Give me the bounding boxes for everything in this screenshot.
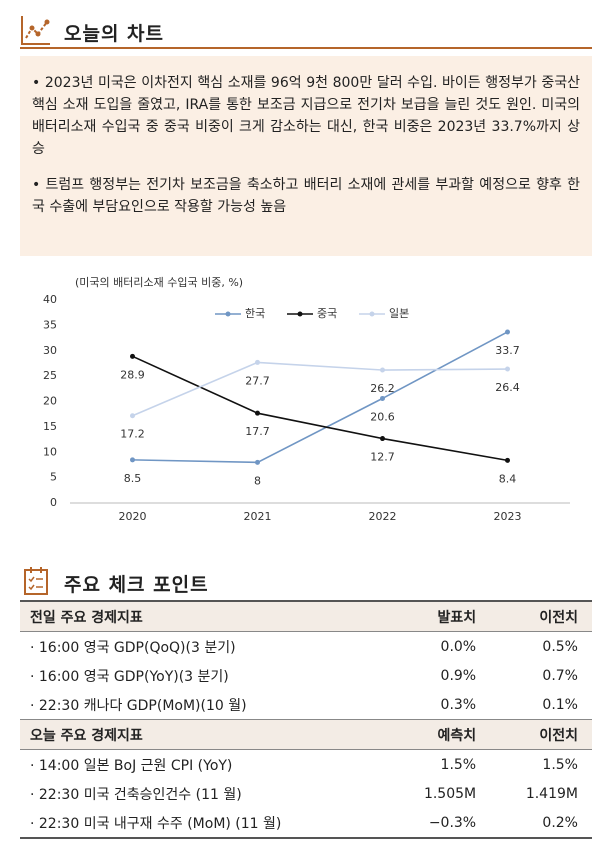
y-tick-label: 0 (50, 496, 57, 509)
data-label: 20.6 (370, 410, 395, 423)
point (130, 353, 135, 359)
point (380, 367, 385, 373)
row: · 14:00 일본 BoJ 근원 CPI (YoY) 1.5% 1.5% (20, 750, 592, 780)
cell: 1.5% (440, 756, 477, 773)
check-icon (24, 567, 48, 595)
cell: · 14:00 일본 BoJ 근원 CPI (YoY) (30, 757, 233, 774)
point (255, 410, 260, 416)
series-line (132, 355, 508, 462)
row: · 22:30 캐나다 GDP(MoM)(10 월) 0.3% 0.1% (20, 690, 592, 720)
data-label: 33.7 (495, 344, 520, 357)
point (380, 436, 385, 442)
point (255, 459, 260, 465)
cell: 0.0% (440, 638, 477, 655)
cell: 1.505M (423, 785, 477, 802)
cell: · 22:30 미국 건축승인건수 (11 월) (30, 786, 242, 803)
series-line (132, 361, 508, 417)
x-tick-label: 2023 (494, 510, 522, 523)
bullet: • 트럼프 행정부는 전기차 보조금을 축소하고 배터리 소재에 관세를 부과할… (32, 177, 580, 215)
point (505, 366, 510, 372)
data-label: 17.7 (245, 425, 270, 438)
cell: 1.419M (525, 785, 578, 802)
y-tick-label: 20 (43, 395, 57, 408)
x-tick-label: 2021 (244, 510, 272, 523)
legend-label: 중국 (317, 307, 337, 320)
row: · 16:00 영국 GDP(YoY)(3 분기) 0.9% 0.7% (20, 661, 592, 690)
cell: 이전치 (490, 600, 592, 632)
legend-marker (369, 311, 375, 317)
legend-marker (225, 311, 231, 317)
x-tick-label: 2020 (119, 510, 147, 523)
row: · 22:30 미국 건축승인건수 (11 월) 1.505M 1.419M (20, 779, 592, 808)
y-tick-label: 25 (43, 369, 57, 382)
y-tick-label: 5 (50, 471, 57, 484)
point (380, 395, 385, 401)
data-label: 27.7 (245, 374, 270, 387)
cell: · 22:30 미국 내구재 수주 (MoM) (11 월) (20, 808, 389, 839)
cell: 이전치 (490, 719, 592, 750)
cell: 예측치 (388, 719, 491, 750)
cell: 0.3% (440, 696, 477, 713)
cell: 0.9% (440, 667, 477, 684)
legend-label: 한국 (245, 307, 265, 320)
y-tick-label: 40 (43, 293, 57, 306)
bullet: • 2023년 미국은 이차전지 핵심 소재를 96억 9천 800만 달러 수… (32, 75, 580, 157)
point (255, 359, 260, 365)
section-title: 오늘의 차트 (64, 23, 165, 45)
point (505, 329, 510, 335)
point (505, 457, 510, 463)
cell: 발표치 (388, 600, 491, 632)
row: · 16:00 영국 GDP(QoQ)(3 분기) 0.0% 0.5% (20, 632, 592, 662)
y-tick-label: 10 (43, 445, 57, 458)
data-label: 26.4 (495, 381, 520, 394)
cell: 0.2% (490, 808, 592, 839)
cell: 1.5% (542, 756, 578, 773)
cell: 전일 주요 경제지표 (20, 600, 389, 632)
data-label: 8 (254, 474, 261, 487)
data-label: 26.2 (370, 382, 395, 395)
cell: · 22:30 캐나다 GDP(MoM)(10 월) (30, 697, 247, 714)
y-tick-label: 35 (43, 318, 57, 331)
indicator-table: 전일 주요 경제지표 발표치 이전치 · 16:00 영국 GDP(QoQ)(3 분기… (20, 600, 592, 839)
x-tick-label: 2022 (369, 510, 397, 523)
section-title: 주요 체크 포인트 (64, 574, 209, 596)
data-label: 8.4 (499, 472, 517, 485)
legend-marker (297, 311, 303, 317)
point (130, 457, 135, 463)
data-label: 12.7 (370, 451, 395, 464)
divider (20, 47, 592, 49)
series-line (132, 331, 508, 464)
cell: · 16:00 영국 GDP(QoQ)(3 분기) (30, 639, 236, 656)
chart: (미국의 배터리소재 수입국 비중, %) 0 5 10 15 20 25 30 35 40 20… (43, 276, 570, 523)
header-row: 전일 주요 경제지표 발표치 이전치 (20, 600, 592, 632)
y-tick-label: 15 (43, 420, 57, 433)
data-label: 8.5 (124, 472, 142, 485)
summary-box: • 2023년 미국은 이차전지 핵심 소재를 96억 9천 800만 달러 수… (20, 56, 592, 256)
cell: 0.1% (542, 696, 578, 713)
header-row: 오늘 주요 경제지표 예측치 이전치 (20, 719, 592, 750)
data-label: 17.2 (120, 428, 145, 441)
row: · 22:30 미국 내구재 수주 (MoM) (11 월) −0.3% 0.2% (20, 808, 592, 839)
legend-label: 일본 (389, 306, 409, 320)
cell: 0.7% (542, 667, 578, 684)
cell: 오늘 주요 경제지표 (20, 719, 389, 750)
axis-label: (미국의 배터리소재 수입국 비중, %) (75, 276, 243, 289)
data-label: 28.9 (120, 368, 145, 381)
cell: 0.5% (542, 638, 578, 655)
chart-icon (21, 16, 50, 45)
cell: −0.3% (388, 808, 491, 839)
point (130, 413, 135, 419)
cell: · 16:00 영국 GDP(YoY)(3 분기) (30, 668, 229, 685)
y-tick-label: 30 (43, 344, 57, 357)
